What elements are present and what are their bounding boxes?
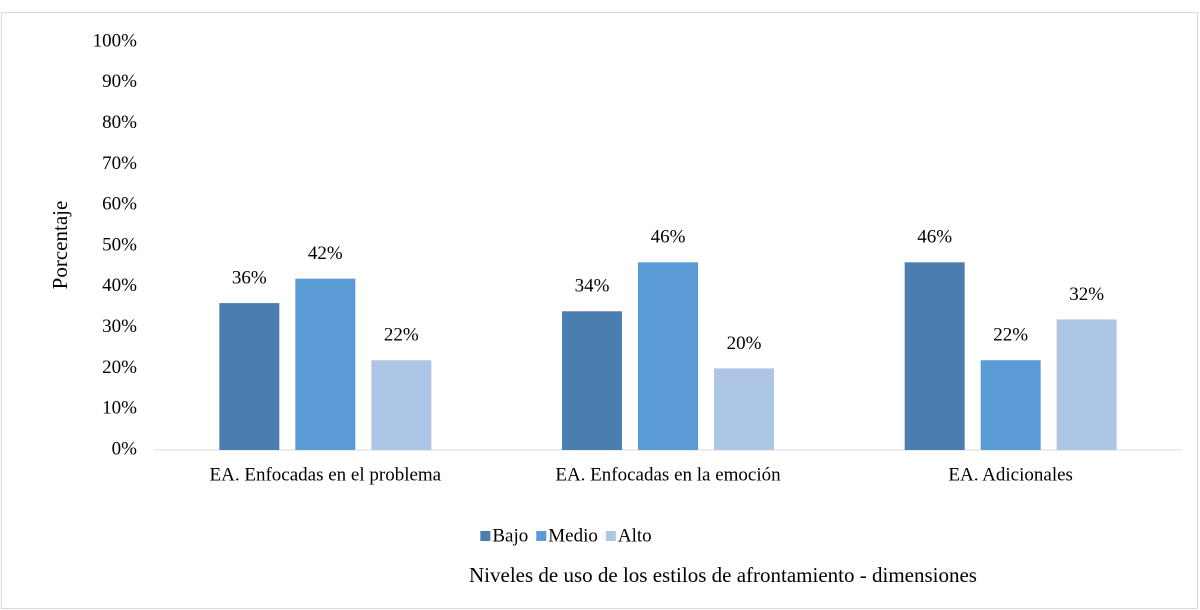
y-tick-label: 20%: [102, 357, 137, 378]
y-tick-label: 100%: [93, 30, 138, 51]
chart-border: [1, 12, 1198, 609]
data-label: 22%: [993, 325, 1028, 346]
y-tick-label: 90%: [102, 71, 137, 92]
bar: [904, 262, 965, 450]
data-label: 46%: [917, 227, 952, 248]
y-tick-label: 30%: [102, 316, 137, 337]
x-tick-label: EA. Adicionales: [948, 464, 1073, 485]
y-tick-label: 10%: [102, 398, 137, 419]
bar: [638, 262, 698, 450]
data-label: 22%: [384, 325, 419, 346]
x-tick-label: EA. Enfocadas en el problema: [210, 464, 442, 485]
y-axis-title: Porcentaje: [48, 201, 72, 290]
legend-swatch: [605, 531, 616, 541]
legend-label: Medio: [548, 525, 598, 546]
y-tick-label: 40%: [102, 275, 137, 296]
bar: [562, 311, 622, 450]
bar: [219, 303, 280, 450]
y-tick-label: 60%: [102, 194, 137, 215]
data-label: 32%: [1069, 284, 1104, 305]
y-tick-label: 70%: [102, 153, 137, 174]
y-tick-label: 80%: [102, 112, 137, 133]
data-label: 34%: [575, 276, 610, 297]
legend-label: Alto: [618, 525, 652, 546]
x-axis-title: Niveles de uso de los estilos de afronta…: [469, 563, 977, 587]
legend-swatch: [480, 531, 491, 541]
data-label: 42%: [308, 243, 343, 264]
y-tick-label: 0%: [112, 438, 138, 459]
bar: [371, 360, 432, 450]
data-label: 36%: [232, 267, 267, 288]
legend-label: Bajo: [492, 525, 528, 546]
legend-swatch: [536, 531, 547, 541]
x-tick-label: EA. Enfocadas en la emoción: [555, 464, 781, 485]
bar: [714, 368, 774, 450]
bar: [295, 278, 356, 450]
bar: [1056, 319, 1117, 450]
y-tick-label: 50%: [102, 234, 137, 255]
bar: [980, 360, 1041, 450]
data-label: 46%: [651, 227, 686, 248]
data-label: 20%: [727, 333, 762, 354]
